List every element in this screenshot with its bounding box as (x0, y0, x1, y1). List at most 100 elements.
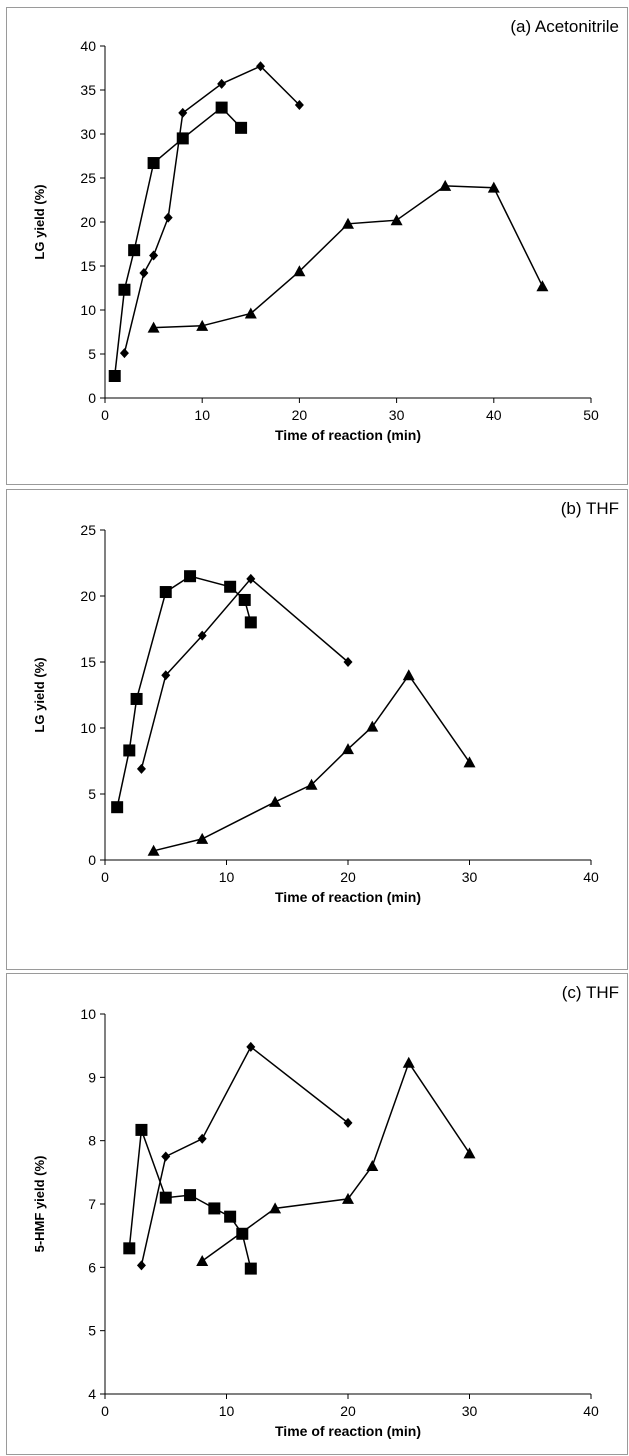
data-point-triangle (366, 720, 379, 732)
data-point-square (244, 1262, 257, 1275)
data-point-triangle (342, 217, 354, 229)
series-line-triangle (153, 673, 471, 852)
data-point-square (224, 580, 237, 593)
x-tick-label: 20 (340, 869, 356, 885)
data-point-square (159, 586, 172, 599)
data-point-diamond (246, 1041, 256, 1052)
data-point-square (111, 801, 124, 814)
x-tick-label: 0 (101, 407, 109, 423)
data-point-square (123, 744, 136, 757)
x-tick-label: 20 (340, 1403, 356, 1419)
data-point-diamond (197, 1133, 207, 1144)
x-tick-label: 0 (101, 869, 109, 885)
data-point-triangle (366, 1160, 379, 1171)
x-axis-label: Time of reaction (min) (275, 427, 421, 443)
data-point-square (108, 370, 121, 382)
y-tick-label: 0 (88, 390, 96, 406)
x-tick-label: 10 (194, 407, 210, 423)
data-point-diamond (161, 670, 171, 681)
data-point-triangle (196, 319, 209, 331)
series-line-diamond (140, 577, 349, 770)
data-point-square (224, 1210, 237, 1223)
y-tick-label: 5 (88, 346, 96, 362)
y-tick-label: 35 (80, 82, 96, 98)
y-tick-label: 9 (88, 1069, 96, 1085)
y-tick-label: 7 (88, 1196, 96, 1212)
data-point-diamond (149, 250, 159, 261)
y-tick-label: 0 (88, 852, 96, 868)
x-tick-label: 10 (219, 1403, 235, 1419)
y-tick-label: 10 (80, 720, 96, 736)
x-tick-label: 30 (462, 869, 478, 885)
data-point-diamond (256, 61, 266, 72)
data-point-triangle (402, 1056, 415, 1068)
x-tick-label: 30 (389, 407, 405, 423)
data-point-square (184, 570, 197, 583)
data-point-triangle (487, 181, 500, 193)
data-point-triangle (269, 795, 282, 807)
panel-c: 4 5 6 7 8 9 10 0 10 20 30 40 Time of reaction (min) 5… (6, 973, 628, 1455)
y-tick-label: 6 (88, 1259, 96, 1275)
data-point-square (159, 1191, 172, 1204)
y-tick-label: 8 (88, 1133, 96, 1149)
x-tick-label: 30 (462, 1403, 478, 1419)
x-tick-label: 50 (583, 407, 599, 423)
data-point-triangle (439, 179, 452, 191)
data-point-square (123, 1242, 136, 1255)
data-point-square (184, 1189, 197, 1202)
data-point-diamond (136, 1260, 146, 1271)
data-point-triangle (196, 1255, 209, 1266)
data-point-triangle (536, 280, 549, 292)
data-point-triangle (402, 669, 415, 681)
y-axis-label: LG yield (%) (32, 184, 47, 259)
chart-title: (c) THF (562, 983, 619, 1002)
x-tick-label: 40 (486, 407, 502, 423)
data-point-diamond (139, 268, 149, 279)
data-point-diamond (161, 1151, 171, 1162)
y-tick-label: 20 (80, 588, 96, 604)
x-axis-label: Time of reaction (min) (275, 1423, 421, 1439)
chart-title: (b) THF (561, 499, 619, 518)
data-point-triangle (463, 756, 476, 768)
data-point-diamond (217, 78, 227, 89)
x-tick-label: 40 (583, 869, 599, 885)
panel-b: 0 5 10 15 20 25 0 10 20 30 40 Time of reaction (min… (6, 489, 628, 970)
y-tick-label: 25 (80, 522, 96, 538)
data-point-triangle (390, 214, 403, 226)
y-tick-label: 25 (80, 170, 96, 186)
y-tick-label: 10 (80, 302, 96, 318)
y-axis-label: 5-HMF yield (%) (32, 1156, 47, 1253)
data-point-triangle (269, 1202, 282, 1214)
data-point-triangle (196, 832, 209, 844)
x-tick-label: 10 (219, 869, 235, 885)
series-line-square (116, 575, 252, 808)
chart-a: 0 5 10 15 20 25 30 35 40 0 10 20 30 40 50 Time of react… (32, 17, 619, 443)
x-axis-label: Time of reaction (min) (275, 889, 421, 905)
series-line-triangle (201, 1061, 471, 1262)
data-point-square (208, 1202, 221, 1215)
data-point-square (135, 1123, 148, 1136)
data-point-square (244, 616, 257, 629)
y-axis-label: LG yield (%) (32, 657, 47, 732)
chart-title: (a) Acetonitrile (510, 17, 619, 36)
chart-c: 4 5 6 7 8 9 10 0 10 20 30 40 Time of reaction (min) 5… (32, 983, 619, 1439)
data-point-diamond (197, 630, 207, 641)
panel-a: 0 5 10 15 20 25 30 35 40 0 10 20 30 40 50 Time of react… (6, 7, 628, 485)
y-tick-label: 15 (80, 654, 96, 670)
data-point-square (215, 101, 228, 114)
y-tick-label: 30 (80, 126, 96, 142)
data-point-triangle (342, 743, 354, 755)
data-point-diamond (246, 573, 256, 584)
series-line-diamond (123, 65, 300, 354)
data-point-triangle (293, 265, 306, 277)
data-point-diamond (343, 657, 353, 667)
data-point-diamond (178, 107, 188, 118)
x-tick-label: 40 (583, 1403, 599, 1419)
data-point-diamond (343, 1117, 353, 1128)
data-point-square (235, 121, 248, 134)
data-point-diamond (119, 348, 129, 359)
data-point-diamond (294, 99, 304, 110)
chart-b: 0 5 10 15 20 25 0 10 20 30 40 Time of reaction (min… (32, 499, 619, 905)
x-tick-label: 20 (292, 407, 308, 423)
data-point-triangle (305, 778, 318, 790)
